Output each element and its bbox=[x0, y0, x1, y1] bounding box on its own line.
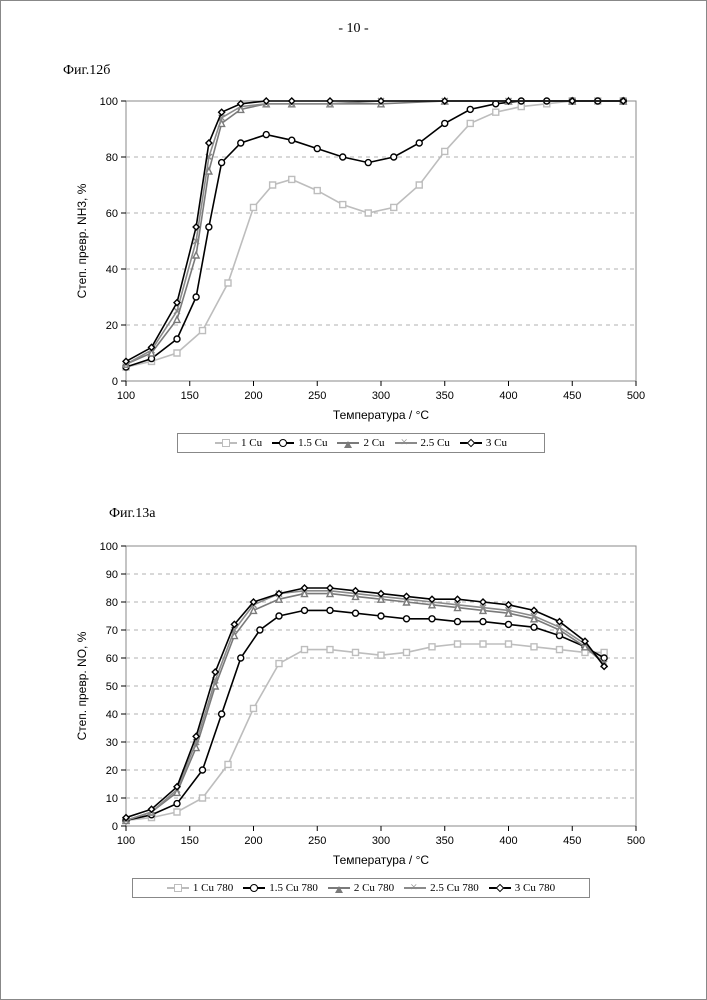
legend-label: 3 Cu bbox=[486, 437, 507, 449]
svg-text:100: 100 bbox=[117, 390, 135, 402]
svg-text:60: 60 bbox=[106, 208, 118, 220]
svg-text:50: 50 bbox=[106, 681, 118, 693]
svg-text:100: 100 bbox=[100, 96, 118, 108]
legend-label: 2.5 Cu 780 bbox=[430, 882, 479, 894]
legend-label: 3 Cu 780 bbox=[515, 882, 555, 894]
chart-13a-svg: 100 150 200 250 300 350 400 450 500 0 10 20 30 40 50 60… bbox=[71, 536, 651, 876]
svg-text:350: 350 bbox=[436, 835, 454, 847]
svg-text:90: 90 bbox=[106, 569, 118, 581]
svg-text:0: 0 bbox=[112, 376, 118, 388]
svg-text:150: 150 bbox=[181, 835, 199, 847]
svg-text:20: 20 bbox=[106, 320, 118, 332]
svg-text:70: 70 bbox=[106, 625, 118, 637]
svg-text:300: 300 bbox=[372, 835, 390, 847]
legend-item: 1 Cu 780 bbox=[167, 882, 233, 894]
svg-text:30: 30 bbox=[106, 737, 118, 749]
svg-text:200: 200 bbox=[244, 835, 262, 847]
legend-12b: 1 Cu 1.5 Cu 2 Cu ×2.5 Cu 3 Cu bbox=[177, 433, 545, 453]
legend-item: 2 Cu 780 bbox=[328, 882, 394, 894]
svg-text:400: 400 bbox=[499, 835, 517, 847]
legend-label: 1.5 Cu 780 bbox=[269, 882, 318, 894]
svg-text:250: 250 bbox=[308, 390, 326, 402]
svg-text:40: 40 bbox=[106, 264, 118, 276]
svg-text:300: 300 bbox=[372, 390, 390, 402]
legend-item: 3 Cu 780 bbox=[489, 882, 555, 894]
svg-text:Температура / °C: Температура / °C bbox=[333, 853, 429, 867]
legend-item: 1.5 Cu bbox=[272, 437, 327, 449]
svg-text:500: 500 bbox=[627, 835, 645, 847]
legend-item: 1 Cu bbox=[215, 437, 262, 449]
legend-item: 1.5 Cu 780 bbox=[243, 882, 318, 894]
page: - 10 - Фиг.12б 1001502002503003504004505… bbox=[0, 0, 707, 1000]
legend-label: 2 Cu bbox=[363, 437, 384, 449]
svg-text:100: 100 bbox=[117, 835, 135, 847]
svg-text:0: 0 bbox=[112, 821, 118, 833]
legend-item: ×2.5 Cu 780 bbox=[404, 882, 479, 894]
legend-label: 1 Cu bbox=[241, 437, 262, 449]
svg-text:80: 80 bbox=[106, 152, 118, 164]
legend-label: 1 Cu 780 bbox=[193, 882, 233, 894]
svg-text:20: 20 bbox=[106, 765, 118, 777]
page-number: - 10 - bbox=[1, 21, 706, 37]
svg-text:80: 80 bbox=[106, 597, 118, 609]
svg-text:350: 350 bbox=[436, 390, 454, 402]
chart-12b-svg: 100 150 200 250 300 350 400 450 500 0 20 40 60 80 100 Т… bbox=[71, 91, 651, 431]
chart-13a: 100 150 200 250 300 350 400 450 500 0 10 20 30 40 50 60… bbox=[71, 536, 651, 898]
svg-text:250: 250 bbox=[308, 835, 326, 847]
svg-text:400: 400 bbox=[499, 390, 517, 402]
svg-text:10: 10 bbox=[106, 793, 118, 805]
legend-label: 2 Cu 780 bbox=[354, 882, 394, 894]
legend-item: 2 Cu bbox=[337, 437, 384, 449]
legend-item: 3 Cu bbox=[460, 437, 507, 449]
legend-13a: 1 Cu 780 1.5 Cu 780 2 Cu 780 ×2.5 Cu 780 3 C… bbox=[132, 878, 590, 898]
svg-text:Температура / °C: Температура / °C bbox=[333, 408, 429, 422]
svg-text:Степ. превр. NH3, %: Степ. превр. NH3, % bbox=[75, 183, 89, 298]
chart-12b: 100 150 200 250 300 350 400 450 500 0 20 40 60 80 100 Т… bbox=[71, 91, 651, 453]
legend-label: 2.5 Cu bbox=[421, 437, 450, 449]
svg-text:60: 60 bbox=[106, 653, 118, 665]
legend-label: 1.5 Cu bbox=[298, 437, 327, 449]
figure-label-13a: Фиг.13а bbox=[109, 506, 155, 522]
svg-text:450: 450 bbox=[563, 835, 581, 847]
legend-item: ×2.5 Cu bbox=[395, 437, 450, 449]
svg-text:200: 200 bbox=[244, 390, 262, 402]
svg-text:Степ. превр. NO, %: Степ. превр. NO, % bbox=[75, 631, 89, 740]
svg-text:150: 150 bbox=[181, 390, 199, 402]
svg-text:500: 500 bbox=[627, 390, 645, 402]
svg-text:100: 100 bbox=[100, 541, 118, 553]
svg-text:40: 40 bbox=[106, 709, 118, 721]
svg-text:450: 450 bbox=[563, 390, 581, 402]
figure-label-12b: Фиг.12б bbox=[63, 63, 110, 79]
